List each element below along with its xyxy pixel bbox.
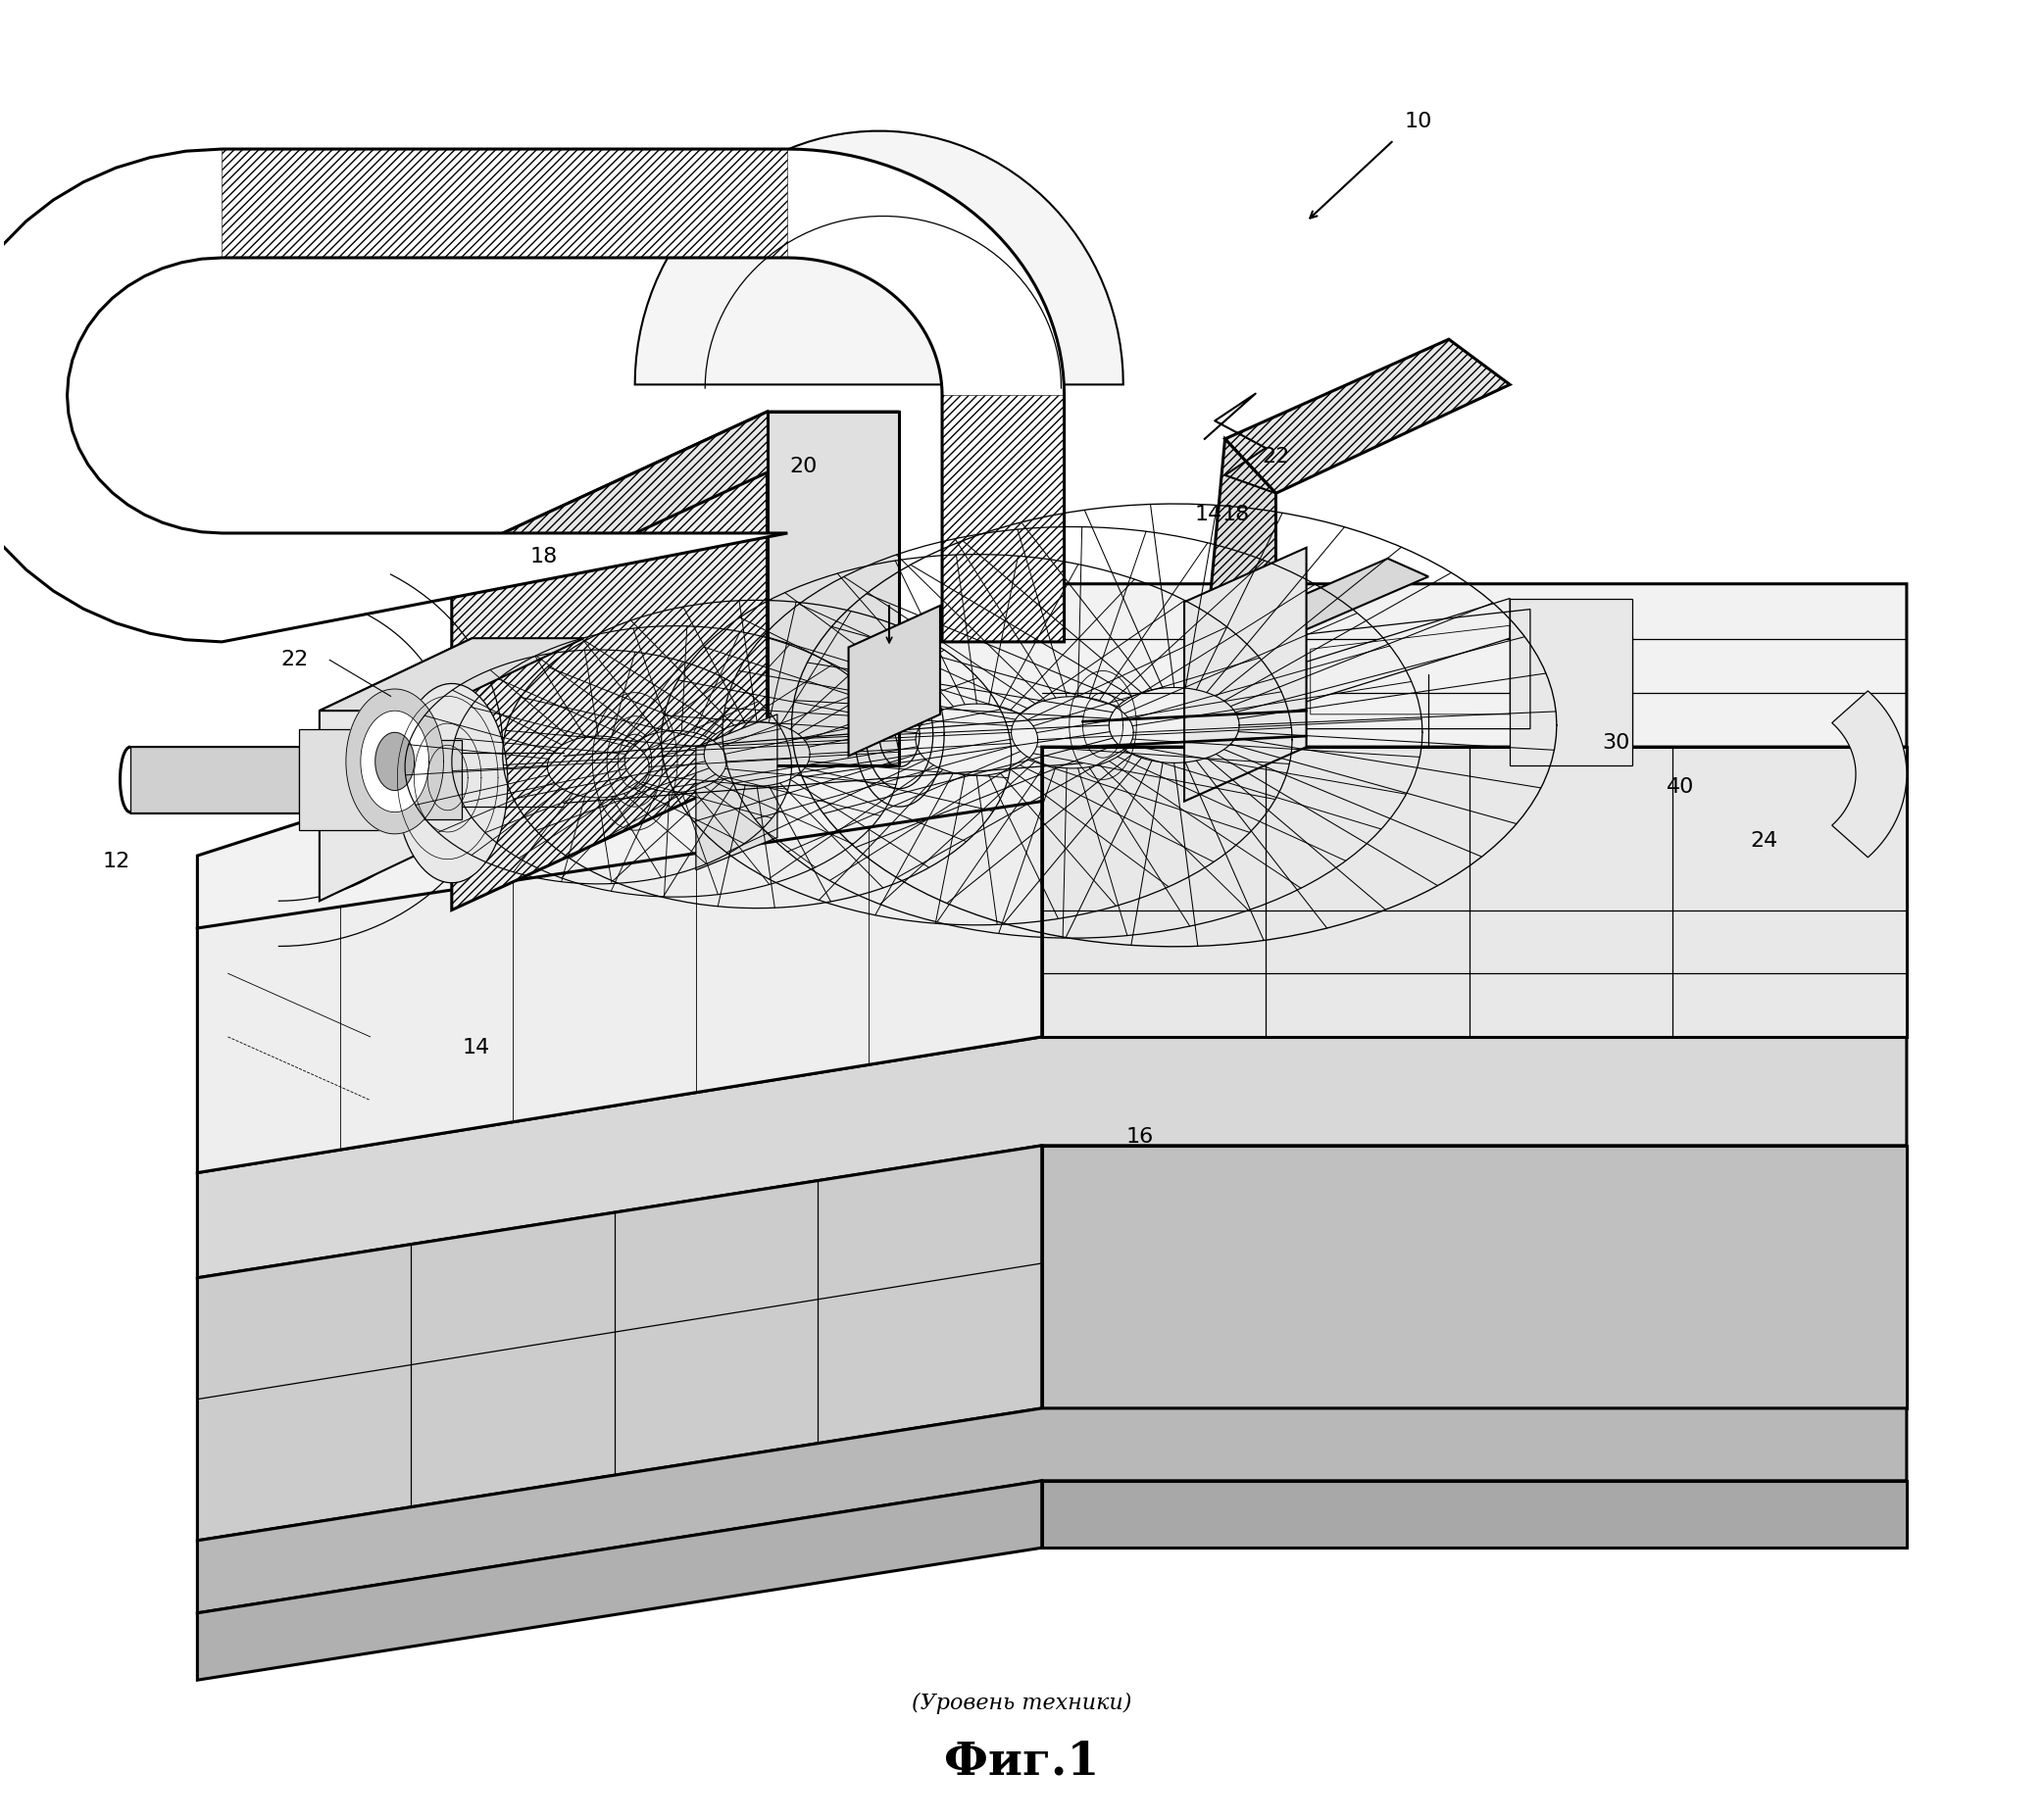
Polygon shape	[1510, 599, 1632, 764]
Polygon shape	[396, 684, 509, 883]
Text: 22: 22	[282, 650, 308, 670]
Polygon shape	[198, 1145, 1042, 1540]
Polygon shape	[1185, 548, 1305, 801]
Polygon shape	[0, 149, 1064, 642]
Polygon shape	[848, 606, 940, 755]
Polygon shape	[1205, 661, 1305, 710]
Polygon shape	[452, 411, 899, 557]
Text: 24: 24	[1751, 832, 1777, 852]
Polygon shape	[635, 131, 1124, 384]
Polygon shape	[345, 690, 443, 834]
Text: 18: 18	[529, 546, 558, 566]
Text: 14: 14	[462, 1037, 490, 1057]
Polygon shape	[766, 411, 899, 764]
Polygon shape	[298, 728, 380, 830]
Polygon shape	[362, 710, 429, 812]
Polygon shape	[1833, 692, 1906, 857]
Text: 40: 40	[1667, 777, 1696, 797]
Text: (Уровень техники): (Уровень техники)	[911, 1693, 1132, 1714]
Polygon shape	[376, 732, 415, 790]
Text: Фиг.1: Фиг.1	[944, 1740, 1099, 1784]
Polygon shape	[1226, 339, 1510, 493]
Polygon shape	[1246, 559, 1428, 639]
Polygon shape	[697, 713, 776, 870]
Polygon shape	[198, 1409, 1906, 1613]
Text: 18: 18	[1222, 506, 1250, 524]
Polygon shape	[452, 411, 766, 910]
Text: 20: 20	[791, 457, 817, 475]
Text: 30: 30	[1602, 733, 1630, 753]
Polygon shape	[400, 739, 462, 819]
Polygon shape	[1042, 1145, 1906, 1409]
Polygon shape	[1267, 599, 1510, 713]
Polygon shape	[1205, 439, 1277, 657]
Text: 16: 16	[1126, 1127, 1154, 1147]
Text: 22: 22	[1263, 448, 1289, 468]
Text: 14: 14	[1195, 506, 1222, 524]
Polygon shape	[198, 584, 1906, 928]
Polygon shape	[198, 1037, 1906, 1278]
Polygon shape	[319, 639, 472, 901]
Polygon shape	[198, 801, 1042, 1172]
Polygon shape	[1042, 746, 1906, 1037]
Polygon shape	[198, 1481, 1042, 1680]
Text: 10: 10	[1404, 113, 1432, 131]
Polygon shape	[131, 746, 298, 812]
Polygon shape	[1042, 1481, 1906, 1547]
Polygon shape	[319, 639, 584, 710]
Text: 12: 12	[102, 852, 131, 872]
